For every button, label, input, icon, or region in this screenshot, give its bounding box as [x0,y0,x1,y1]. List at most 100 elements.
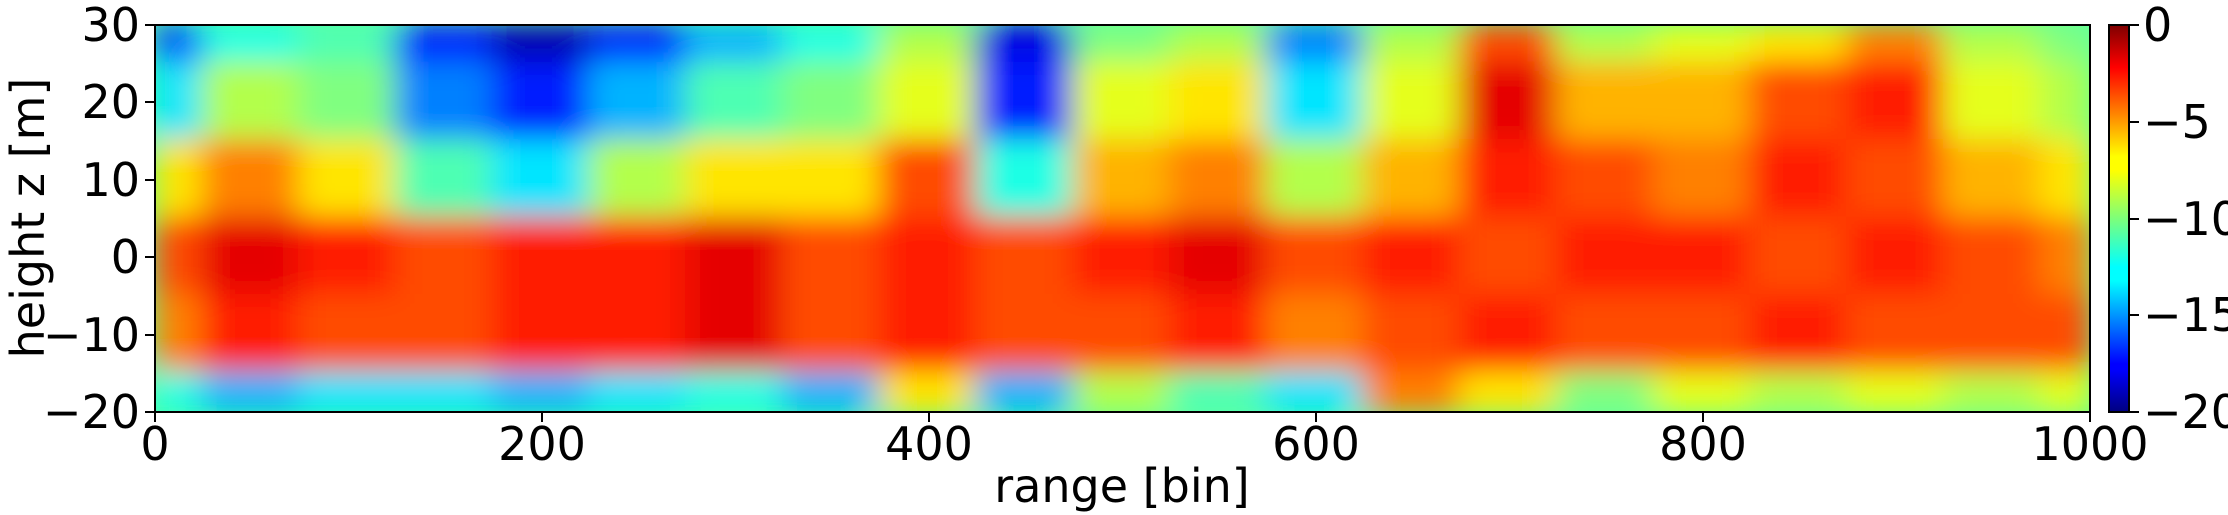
heatmap-cell [975,25,1077,66]
heatmap-cell [298,139,399,221]
heatmap-cell [878,293,980,376]
heatmap-cell [588,371,690,412]
heatmap-cell [1362,293,1464,376]
heatmap-cell [975,61,1077,144]
heatmap-cell [1168,216,1270,298]
heatmap-cell [878,61,980,144]
colorbar-tick: −20 [2129,385,2228,439]
x-axis-label: range [bin] [994,459,1249,513]
x-tick-label: 600 [1272,417,1360,471]
y-tick-label: 30 [81,0,140,52]
heatmap-cell [201,61,303,144]
heatmap-cell [1459,25,1560,66]
heatmap-cell [685,61,786,144]
x-tick: 200 [498,412,586,471]
heatmap-cell [2039,216,2090,298]
heatmap-cell [155,61,206,144]
heatmap-cell [1555,216,1657,298]
y-tick: −20 [43,385,155,439]
heatmap-cell [685,25,786,66]
y-tick-label: −10 [43,308,140,362]
heatmap-cell [394,216,496,298]
heatmap-cell [298,61,399,144]
colorbar-tick-label: −5 [2143,95,2211,149]
heatmap-cell [1072,293,1173,376]
heatmap-cell [155,371,206,412]
plot-area [154,24,2091,413]
heatmap-cell [588,293,690,376]
heatmap-cell [1652,139,1754,221]
heatmap-cell [394,61,496,144]
heatmap-cell [201,293,303,376]
y-axis-label: height z [m] [1,78,55,359]
heatmap-cell [1652,293,1754,376]
heatmap-cell [2039,293,2090,376]
heatmap-cell [394,293,496,376]
heatmap-cell [781,216,883,298]
x-tick: 400 [885,412,973,471]
heatmap-cell [1942,61,2044,144]
heatmap-cell [1072,371,1173,412]
heatmap-cell [1072,139,1173,221]
heatmap-cell [781,293,883,376]
y-tick: 0 [111,230,155,284]
heatmap-cell [1846,139,1947,221]
heatmap-cell [298,25,399,66]
heatmap-cell [685,371,786,412]
heatmap-cells [155,25,2090,412]
heatmap-cell [1942,25,2044,66]
heatmap-cell [1555,293,1657,376]
colorbar-gradient [2108,24,2130,413]
plot-frame [154,24,2091,413]
heatmap-cell [1942,371,2044,412]
heatmap-cell [685,293,786,376]
y-tick: 30 [81,0,155,52]
heatmap-cell [1265,139,1367,221]
y-tick: 10 [81,153,155,207]
heatmap-cell [1265,25,1367,66]
heatmap-cell [1749,61,1851,144]
heatmap-cell [2039,25,2090,66]
x-tick-label: 1000 [2031,417,2148,471]
heatmap-cell [878,216,980,298]
heatmap-cell [2039,61,2090,144]
heatmap-cell [588,61,690,144]
heatmap-cell [1168,25,1270,66]
heatmap-cell [1555,371,1657,412]
heatmap-cell [975,216,1077,298]
heatmap-cell [1652,61,1754,144]
heatmap-cell [1362,371,1464,412]
heatmap-cell [878,139,980,221]
colorbar: 0 −5 −10 −15 −20 [2108,0,2228,439]
heatmap-cell [781,61,883,144]
heatmap-cell [1168,293,1270,376]
heatmap-cell [878,371,980,412]
y-tick: 20 [81,75,155,129]
heatmap-cell [1265,61,1367,144]
colorbar-tick: −10 [2129,192,2228,246]
heatmap-cell [588,216,690,298]
heatmap-cell [491,371,593,412]
heatmap-cell [1749,139,1851,221]
x-tick-label: 400 [885,417,973,471]
heatmap-cell [975,293,1077,376]
heatmap-cell [1459,61,1560,144]
heatmap-cell [155,139,206,221]
heatmap-cell [588,25,690,66]
heatmap-cell [1749,25,1851,66]
heatmap-cell [1846,216,1947,298]
heatmap-cell [1846,61,1947,144]
heatmap-cell [1072,61,1173,144]
x-tick-label: 0 [140,417,169,471]
heatmap-cell [2039,139,2090,221]
colorbar-tick: −15 [2129,288,2228,342]
heatmap-cell [878,25,980,66]
heatmap-cell [1072,216,1173,298]
colorbar-tick-label: 0 [2143,0,2172,52]
heatmap-cell [1749,216,1851,298]
y-tick-label: 10 [81,153,140,207]
heatmap-cell [1652,25,1754,66]
heatmap-cell [491,139,593,221]
heatmap-cell [1555,25,1657,66]
